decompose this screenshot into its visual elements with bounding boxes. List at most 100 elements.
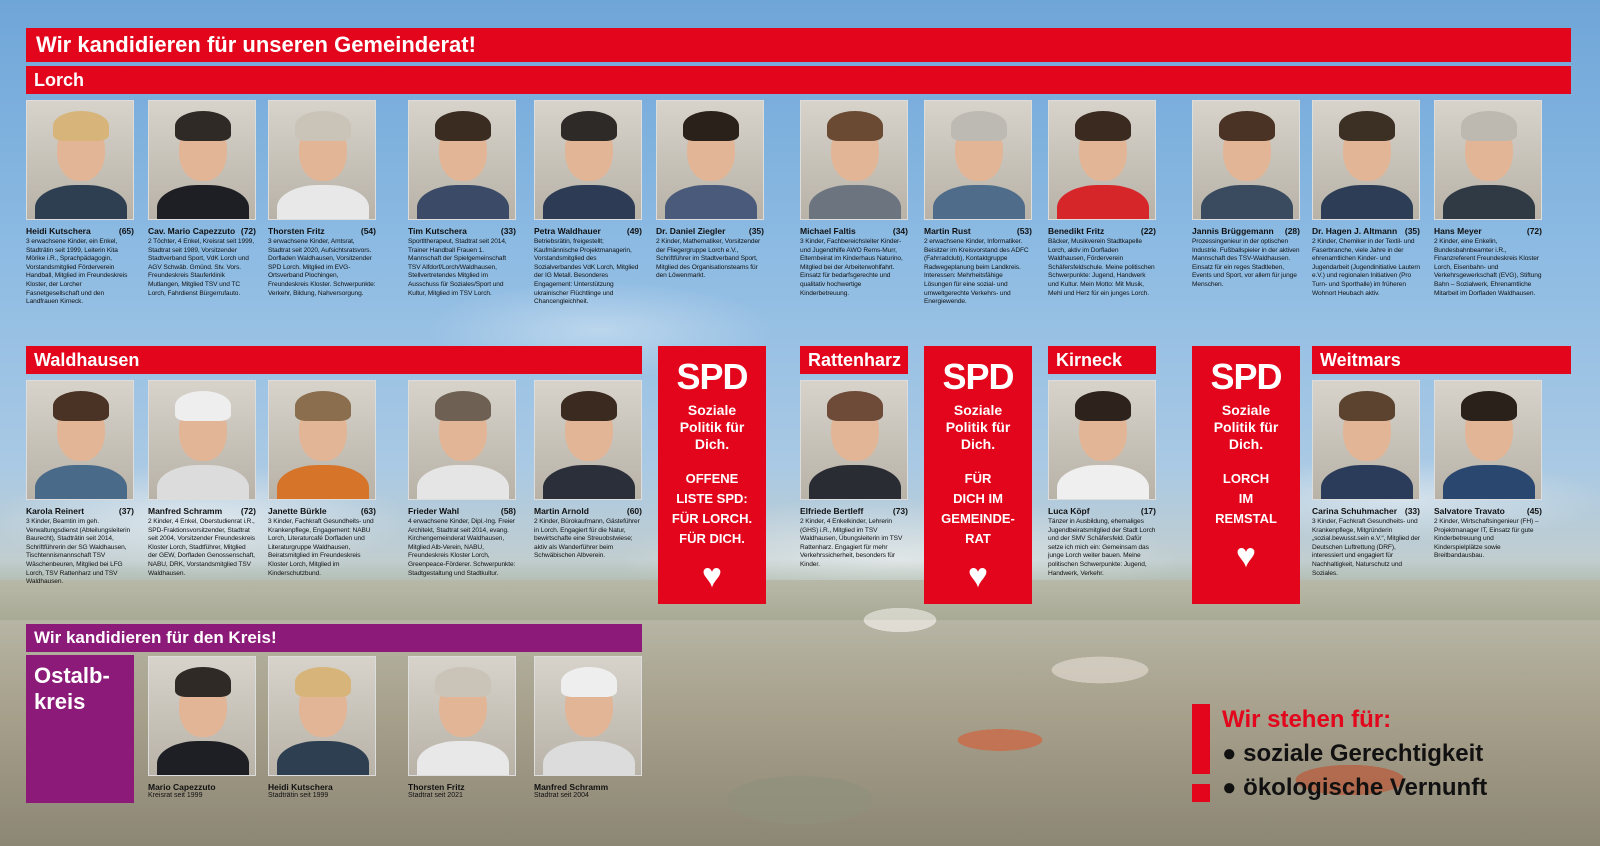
candidate-name-row: Manfred Schramm xyxy=(534,782,642,792)
candidate-photo xyxy=(656,100,764,220)
value-item: ● soziale Gerechtigkeit xyxy=(1222,740,1484,767)
spd-box-3: SPD Soziale Politik für Dich. LORCH IM REM… xyxy=(1192,346,1300,604)
candidate-age: (73) xyxy=(892,506,908,516)
candidate-photo xyxy=(408,380,516,500)
candidate-name: Heidi Kutschera xyxy=(268,782,333,792)
candidate-name: Petra Waldhauer xyxy=(534,226,601,236)
candidate-age: (45) xyxy=(1526,506,1542,516)
candidate-photo xyxy=(800,380,908,500)
candidate-name-row: Luca Köpf (17) xyxy=(1048,506,1156,516)
spd-extra: OFFENE LISTE SPD: FÜR LORCH. FÜR DICH. xyxy=(671,471,753,546)
candidate-age: (65) xyxy=(118,226,134,236)
kreis-candidate-card: Manfred Schramm Stadtrat seit 2004 xyxy=(534,656,642,799)
page-title: Wir kandidieren für unseren Gemeinderat! xyxy=(26,28,1571,62)
candidate-name-row: Dr. Daniel Ziegler (35) xyxy=(656,226,764,236)
candidate-description: 2 Töchter, 4 Enkel, Kreisrat seit 1999, … xyxy=(148,238,254,297)
candidate-photo xyxy=(268,656,376,776)
spd-logo: SPD xyxy=(1210,356,1282,397)
candidate-name: Dr. Hagen J. Altmann xyxy=(1312,226,1398,236)
candidate-description: 3 erwachsene Kinder, Amtsrat, Stadtrat s… xyxy=(268,238,376,297)
candidate-name: Heidi Kutschera xyxy=(26,226,91,236)
candidate-photo xyxy=(148,100,256,220)
candidate-card: Tim Kutschera (33) Sportltherapeut, Stadtr… xyxy=(408,100,516,298)
candidate-photo xyxy=(268,100,376,220)
candidate-age: (49) xyxy=(626,226,642,236)
candidate-age: (28) xyxy=(1284,226,1300,236)
candidate-age: (37) xyxy=(118,506,134,516)
spd-slogan: Soziale Politik für Dich. xyxy=(945,402,1011,452)
candidate-name-row: Elfriede Bertleff (73) xyxy=(800,506,908,516)
candidate-card: Karola Reinert (37) 3 Kinder, Beamtin im g… xyxy=(26,380,134,587)
kreis-candidate-card: Mario Capezzuto Kreisrat seit 1999 xyxy=(148,656,256,799)
candidate-age: (35) xyxy=(1404,226,1420,236)
candidate-card: Cav. Mario Capezzuto (72) 2 Töchter, 4 Enk… xyxy=(148,100,256,298)
candidate-name: Manfred Schramm xyxy=(148,506,223,516)
candidate-card: Carina Schuhmacher (33) 3 Kinder, Fachkraf… xyxy=(1312,380,1420,578)
candidate-age: (54) xyxy=(360,226,376,236)
candidate-age: (72) xyxy=(1526,226,1542,236)
candidate-photo xyxy=(1434,380,1542,500)
candidate-age: (53) xyxy=(1016,226,1032,236)
candidate-name-row: Tim Kutschera (33) xyxy=(408,226,516,236)
candidate-name: Jannis Brüggemann xyxy=(1192,226,1274,236)
candidate-since: Stadtrat seit 2004 xyxy=(534,792,589,799)
candidate-name: Benedikt Fritz xyxy=(1048,226,1105,236)
candidate-name: Martin Rust xyxy=(924,226,971,236)
heart-icon: ♥ xyxy=(701,557,723,595)
candidate-photo xyxy=(1192,100,1300,220)
candidate-photo xyxy=(534,100,642,220)
candidate-photo xyxy=(1048,380,1156,500)
candidate-name-row: Jannis Brüggemann (28) xyxy=(1192,226,1300,236)
candidate-description: 3 Kinder, Beamtin im geh. Verwaltungsdie… xyxy=(26,518,131,586)
candidate-card: Martin Arnold (60) 2 Kinder, Bürokaufmann,… xyxy=(534,380,642,561)
candidate-name-row: Michael Faltis (34) xyxy=(800,226,908,236)
candidate-age: (72) xyxy=(240,506,256,516)
candidate-photo xyxy=(26,380,134,500)
candidate-card: Thorsten Fritz (54) 3 erwachsene Kinder, A… xyxy=(268,100,376,298)
candidate-name-row: Petra Waldhauer (49) xyxy=(534,226,642,236)
candidate-photo xyxy=(534,380,642,500)
values-title: Wir stehen für: xyxy=(1222,706,1392,733)
candidate-name-row: Martin Arnold (60) xyxy=(534,506,642,516)
candidate-card: Luca Köpf (17) Tänzer in Ausbildung, ehema… xyxy=(1048,380,1156,578)
spd-extra: LORCH IM REMSTAL xyxy=(1215,471,1277,526)
candidate-name-row: Salvatore Travato (45) xyxy=(1434,506,1542,516)
candidate-card: Heidi Kutschera (65) 3 erwachsene Kinder, … xyxy=(26,100,134,307)
candidate-name: Manfred Schramm xyxy=(534,782,609,792)
candidate-name-row: Heidi Kutschera (65) xyxy=(26,226,134,236)
candidate-description: Tänzer in Ausbildung, ehemaliges Jugendb… xyxy=(1048,518,1156,577)
candidate-age: (72) xyxy=(240,226,256,236)
candidate-card: Janette Bürkle (63) 3 Kinder, Fachkraft Ge… xyxy=(268,380,376,578)
candidate-card: Benedikt Fritz (22) Bäcker, Musikverein St… xyxy=(1048,100,1156,298)
candidate-name: Elfriede Bertleff xyxy=(800,506,864,516)
candidate-description: 2 Kinder, eine Enkelin, Bundesbahnbeamte… xyxy=(1434,238,1542,297)
candidate-name-row: Manfred Schramm (72) xyxy=(148,506,256,516)
kreis-banner: Wir kandidieren für den Kreis! xyxy=(26,624,642,652)
candidate-age: (63) xyxy=(360,506,376,516)
candidate-name: Thorsten Fritz xyxy=(268,226,325,236)
kreis-candidate-card: Thorsten Fritz Stadtrat seit 2021 xyxy=(408,656,516,799)
spd-box-1: SPD Soziale Politik für Dich. OFFENE LIST… xyxy=(658,346,766,604)
candidate-description: 2 Kinder, 4 Enkel, Oberstudienrat i.R., … xyxy=(148,518,255,577)
candidate-photo xyxy=(408,100,516,220)
candidate-card: Dr. Hagen J. Altmann (35) 2 Kinder, Chemik… xyxy=(1312,100,1420,298)
candidate-name: Luca Köpf xyxy=(1048,506,1090,516)
candidate-photo xyxy=(1434,100,1542,220)
candidate-name-row: Karola Reinert (37) xyxy=(26,506,134,516)
candidate-name-row: Carina Schuhmacher (33) xyxy=(1312,506,1420,516)
candidate-description: Prozessingenieur in der optischen Indust… xyxy=(1192,238,1300,288)
candidate-description: 3 Kinder, Fachkraft Gesundheits- und Kra… xyxy=(268,518,374,577)
candidate-name: Michael Faltis xyxy=(800,226,856,236)
candidate-card: Elfriede Bertleff (73) 2 Kinder, 4 Enkelki… xyxy=(800,380,908,570)
candidate-photo xyxy=(1312,100,1420,220)
district-banner-rattenharz: Rattenharz xyxy=(800,346,908,374)
candidate-name-row: Thorsten Fritz xyxy=(408,782,516,792)
kreis-candidate-card: Heidi Kutschera Stadträtin seit 1999 xyxy=(268,656,376,799)
heart-icon: ♥ xyxy=(967,557,989,595)
candidate-card: Jannis Brüggemann (28) Prozessingenieur in… xyxy=(1192,100,1300,290)
candidate-description: 4 erwachsene Kinder, Dipl.-Ing. Freier A… xyxy=(408,518,516,577)
candidate-name: Dr. Daniel Ziegler xyxy=(656,226,726,236)
candidate-description: Sportltherapeut, Stadtrat seit 2014, Tra… xyxy=(408,238,507,297)
candidate-name: Thorsten Fritz xyxy=(408,782,465,792)
candidate-age: (35) xyxy=(748,226,764,236)
